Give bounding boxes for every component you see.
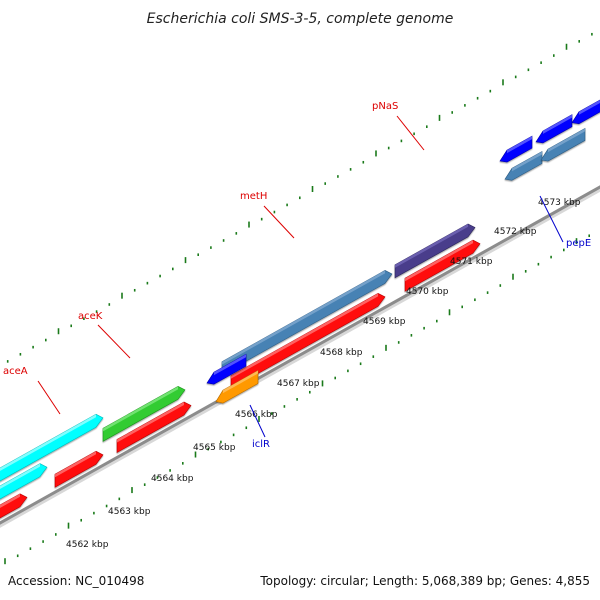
gene-pepE-neighbor-arrow — [571, 99, 600, 125]
gene-label-aceA: aceA — [3, 366, 28, 377]
gene-pepE-neighbor-arrow — [535, 114, 573, 144]
backbone-track — [0, 185, 600, 528]
map-title: Escherichia coli SMS-3-5, complete genom… — [147, 11, 454, 27]
gene-pepE-neighbor-arrow — [504, 150, 543, 181]
scale-label: 4563 kbp — [108, 507, 151, 517]
cds-arrow — [230, 292, 386, 390]
scale-label: 4570 kbp — [406, 287, 449, 297]
gene-iclR-neighbor-arrow — [206, 353, 247, 385]
leader-line-iclR — [249, 404, 266, 438]
backbone-line-shadow — [0, 186, 600, 528]
scale-label: 4565 kbp — [193, 443, 236, 453]
cds-arrow — [116, 401, 192, 453]
gene-pepE-arrow — [499, 135, 533, 163]
backbone-line — [0, 185, 600, 525]
scale-label: 4573 kbp — [538, 198, 581, 208]
leader-line-pepE — [539, 195, 564, 243]
gene-label-pNaS: pNaS — [372, 101, 398, 112]
cds-arrow — [54, 450, 104, 488]
gene-label-metH: metH — [240, 191, 267, 202]
gene-iclR-arrow — [215, 370, 259, 404]
genome-summary: Topology: circular; Length: 5,068,389 bp… — [260, 574, 590, 588]
leader-line-aceK — [97, 324, 131, 359]
scale-label: 4562 kbp — [66, 540, 109, 550]
accession-label: Accession: NC_010498 — [8, 574, 145, 588]
gene-label-aceK: aceK — [78, 311, 103, 322]
feature-track — [0, 99, 600, 519]
scale-label: 4564 kbp — [151, 474, 194, 484]
gene-pepE-neighbor-arrow — [540, 127, 586, 162]
gene-metH-arrow — [221, 270, 393, 376]
scale-label: 4567 kbp — [277, 379, 320, 389]
scale-label: 4572 kbp — [494, 227, 537, 237]
scale-label: 4568 kbp — [320, 348, 363, 358]
gene-aceA-arrow — [0, 463, 48, 500]
leader-line-metH — [263, 205, 295, 239]
gene-label-iclR: iclR — [252, 439, 270, 450]
gene-pNaS-arrow — [394, 223, 476, 279]
gene-aceK-arrow — [102, 385, 186, 442]
scale-label: 4566 kbp — [235, 410, 278, 420]
scale-labels: 4562 kbp 4563 kbp 4564 kbp 4565 kbp 4566 kbp… — [66, 198, 581, 550]
scale-label: 4571 kbp — [450, 257, 493, 267]
gene-labels: aceA aceK iclR metH pNaS pepE — [3, 101, 591, 450]
gene-label-pepE: pepE — [566, 238, 591, 249]
cds-arrow — [404, 239, 481, 292]
gene-aceA-arrow — [0, 413, 104, 482]
leader-line-aceA — [37, 380, 61, 415]
tick-marks — [4, 32, 593, 565]
leader-line-pNaS — [396, 115, 425, 151]
cds-arrow — [0, 493, 28, 519]
scale-label: 4569 kbp — [363, 317, 406, 327]
